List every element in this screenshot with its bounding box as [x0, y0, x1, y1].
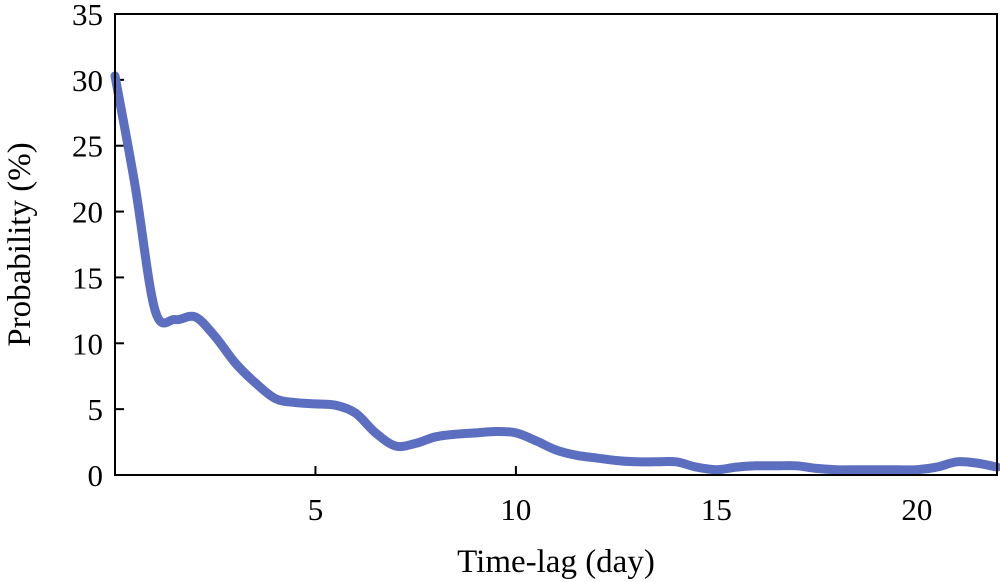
plot-frame [114, 13, 998, 476]
y-tick-label: 5 [88, 392, 104, 427]
x-tick-label: 20 [901, 492, 932, 527]
x-tick-label: 5 [308, 492, 324, 527]
y-tick-label: 25 [72, 129, 103, 164]
y-tick-label: 15 [72, 260, 103, 295]
series-line [110, 71, 1000, 475]
x-tick-label: 10 [500, 492, 531, 527]
y-tick-label: 35 [72, 0, 103, 32]
y-tick-label: 20 [72, 195, 103, 230]
x-tick-label: 15 [701, 492, 732, 527]
x-axis-title: Time-lag (day) [457, 544, 655, 580]
y-axis: 0 5 10 15 20 25 30 35 [72, 0, 124, 493]
x-axis: 5 10 15 20 [308, 466, 932, 527]
y-tick-label: 30 [72, 63, 103, 98]
y-axis-title: Probability (%) [2, 142, 38, 346]
y-tick-label: 10 [72, 326, 103, 361]
y-tick-label: 0 [88, 458, 104, 493]
series-layer [110, 71, 1000, 475]
